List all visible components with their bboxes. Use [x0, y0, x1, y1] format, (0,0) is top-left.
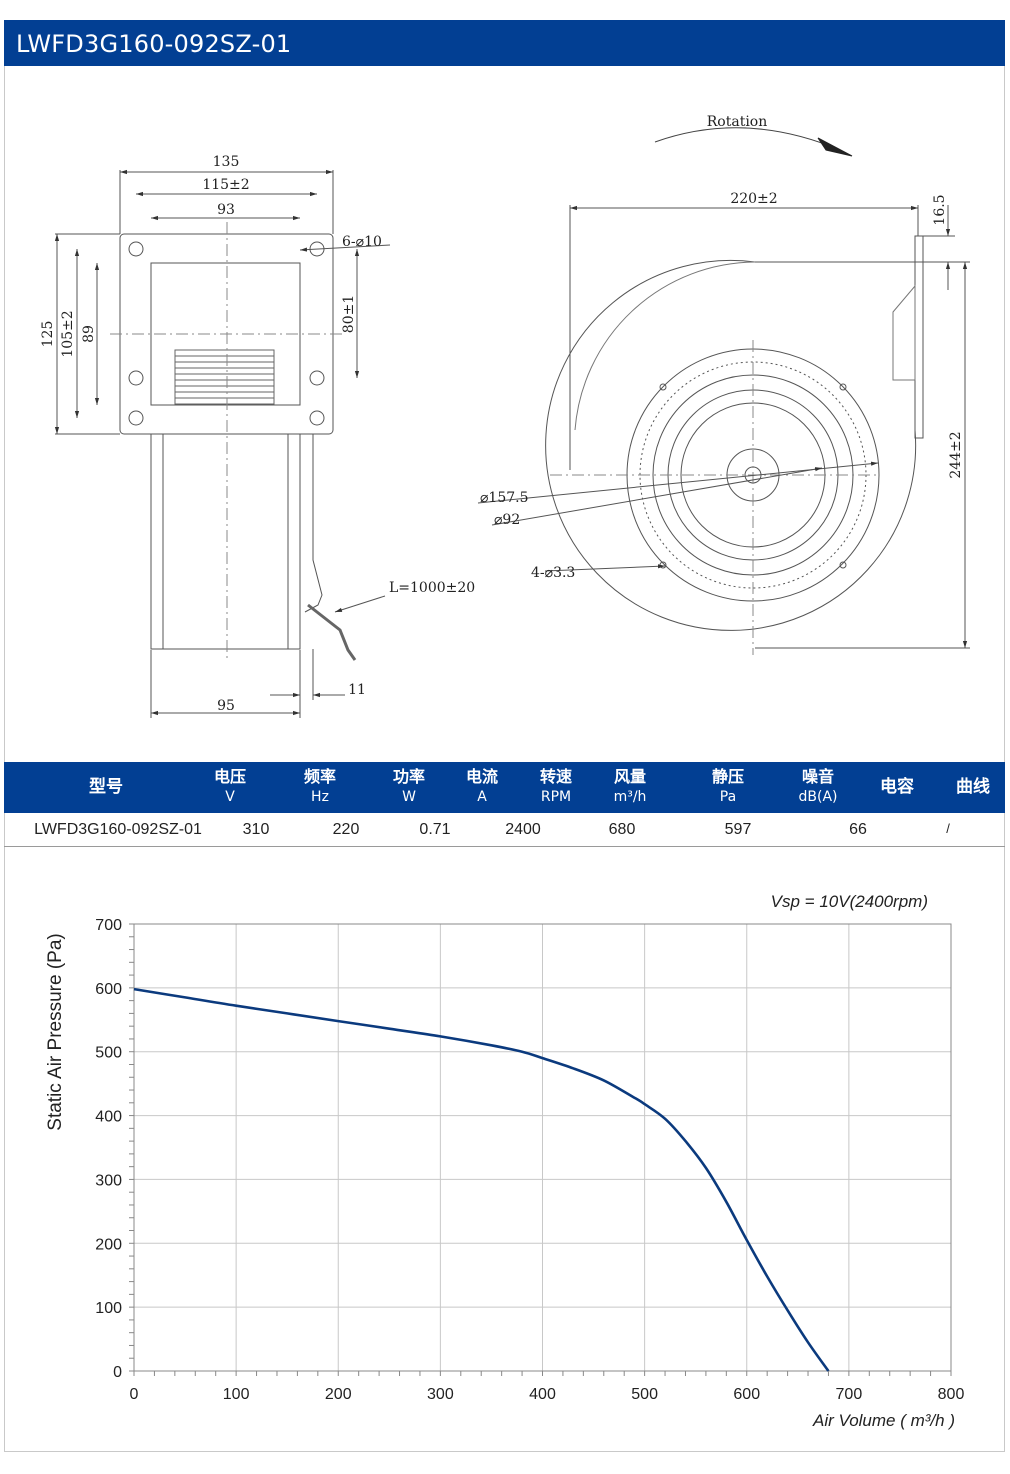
x-tick-label: 700 — [836, 1386, 863, 1403]
y-tick-label: 100 — [95, 1300, 122, 1317]
dim-92: ⌀92 — [494, 512, 520, 528]
chart-minor-ticks — [129, 923, 952, 1376]
mount-hole — [128, 370, 144, 386]
dim-4-holes: 4-⌀3.3 — [531, 565, 575, 581]
y-axis-label: Static Air Pressure (Pa) — [45, 933, 66, 1130]
mount-hole — [128, 241, 144, 257]
performance-chart: 0 100 200 300 400 500 600 700 800 0 100 200 300 400 5… — [45, 892, 965, 1430]
header-current: 电流 A — [465, 767, 499, 805]
cable — [304, 434, 323, 613]
mount-hole — [309, 370, 325, 386]
y-tick-label: 400 — [95, 1109, 122, 1126]
dim-93: 93 — [217, 202, 235, 218]
header-noise: 噪音 dB(A) — [798, 767, 838, 805]
header-power: 功率 W — [392, 767, 426, 805]
x-tick-label: 100 — [223, 1386, 250, 1403]
performance-curve — [133, 987, 830, 1372]
header-frequency: 频率 Hz — [303, 767, 337, 805]
outlet-opening — [150, 262, 301, 406]
spec-table-row: LWFD3G160-092SZ-01 310 220 0.71 2400 680… — [4, 813, 1005, 847]
cell-model: LWFD3G160-092SZ-01 — [34, 821, 202, 838]
mount-hole — [309, 410, 325, 426]
dim-115: 115±2 — [202, 177, 249, 193]
header-airflow: 风量 m³/h — [613, 767, 647, 805]
dim-220: 220±2 — [730, 191, 777, 207]
y-tick-labels: 0 100 200 300 400 500 600 700 — [95, 917, 122, 1381]
rotation-label: Rotation — [707, 114, 768, 130]
x-tick-label: 400 — [529, 1386, 556, 1403]
impeller-blades — [174, 349, 275, 405]
header-capacitor: 电容 — [880, 777, 914, 797]
cell-voltage: 310 — [242, 821, 270, 838]
page-frame — [4, 20, 1005, 1452]
dim-125: 125 — [40, 321, 56, 348]
cell-current: 2400 — [505, 821, 541, 838]
chart-annotation: Vsp = 10V(2400rpm) — [771, 892, 928, 911]
blower-body — [150, 433, 301, 650]
x-axis-label: Air Volume ( m³/h ) — [812, 1411, 955, 1430]
dim-80: 80±1 — [341, 295, 357, 333]
x-tick-label: 800 — [938, 1386, 965, 1403]
y-tick-label: 0 — [113, 1364, 122, 1381]
dim-cable-length: L=1000±20 — [389, 580, 475, 596]
cell-capacitor: / — [946, 821, 950, 836]
cell-speed: 680 — [608, 821, 636, 838]
y-tick-label: 300 — [95, 1172, 122, 1189]
cell-noise: 66 — [849, 821, 867, 838]
x-tick-labels: 0 100 200 300 400 500 600 700 800 — [130, 1386, 965, 1403]
dim-244: 244±2 — [948, 431, 964, 478]
header-curve: 曲线 — [956, 777, 990, 797]
dim-95: 95 — [217, 698, 235, 714]
technical-drawing: 135 115±2 93 6-⌀10 125 105±2 89 80±1 L=1… — [40, 114, 970, 718]
dim-135: 135 — [213, 154, 240, 170]
dim-hole: 6-⌀10 — [342, 234, 382, 250]
y-tick-label: 700 — [95, 917, 122, 934]
scroll-housing — [545, 259, 917, 631]
header-model: 型号 — [89, 777, 123, 797]
header-pressure: 静压 Pa — [711, 767, 745, 805]
y-tick-label: 500 — [95, 1045, 122, 1062]
dim-105: 105±2 — [60, 310, 76, 357]
dim-157-5: ⌀157.5 — [480, 490, 529, 506]
title-bar: LWFD3G160-092SZ-01 — [4, 20, 1005, 66]
page-title: LWFD3G160-092SZ-01 — [16, 30, 292, 58]
cell-power: 0.71 — [419, 821, 451, 838]
spec-table-header: 型号 电压 V 频率 Hz 功率 W 电流 A 转速 RPM 风量 m³/h 静压 Pa 噪音… — [4, 762, 1005, 813]
y-tick-label: 600 — [95, 981, 122, 998]
x-tick-label: 300 — [427, 1386, 454, 1403]
cell-frequency: 220 — [332, 821, 360, 838]
outlet-flange — [914, 235, 924, 439]
x-tick-label: 500 — [631, 1386, 658, 1403]
dim-11: 11 — [348, 682, 366, 698]
x-tick-label: 200 — [325, 1386, 352, 1403]
header-speed: 转速 RPM — [539, 767, 573, 805]
x-tick-label: 0 — [130, 1386, 139, 1403]
mount-hole — [128, 410, 144, 426]
header-voltage: 电压 V — [213, 767, 247, 805]
y-tick-label: 200 — [95, 1236, 122, 1253]
plot-frame — [133, 923, 952, 1372]
chart-grid — [133, 923, 952, 1372]
dim-16-5: 16.5 — [932, 194, 948, 225]
x-tick-label: 600 — [733, 1386, 760, 1403]
cell-airflow: 597 — [724, 821, 752, 838]
dim-89: 89 — [81, 325, 97, 343]
